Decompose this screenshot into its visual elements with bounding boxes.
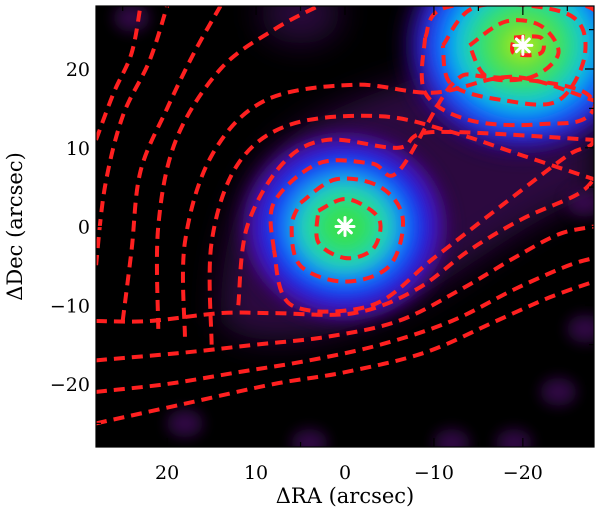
faint-emission-spot	[567, 314, 594, 343]
diffuse-emission-top	[260, 6, 341, 44]
marker-ray	[514, 37, 531, 54]
x-axis-title: ΔRA (arcsec)	[276, 484, 415, 508]
x-tick-label: −20	[503, 462, 543, 484]
contour-line	[236, 129, 594, 306]
y-axis-title: ΔDec (arcsec)	[3, 152, 27, 301]
source-marker	[334, 216, 356, 237]
faint-emission-spot	[495, 429, 532, 447]
contour-line	[180, 74, 594, 337]
contour-line	[510, 34, 546, 58]
contour-line	[96, 224, 594, 363]
faint-emission-spot	[433, 429, 470, 447]
x-tick-label: 20	[155, 462, 179, 484]
x-tick-label: −10	[414, 462, 454, 484]
y-tick-label: 10	[66, 138, 90, 160]
y-tick-label: 20	[66, 59, 90, 81]
contour-line	[207, 113, 594, 345]
contour-line	[96, 177, 594, 324]
contour-line	[268, 72, 594, 314]
contour-line	[467, 18, 561, 83]
source-marker	[512, 34, 534, 56]
contour-line	[96, 256, 594, 394]
tick-layer: 20 10 0 −10 −20 20 10 0 −10 −20	[50, 6, 594, 484]
y-tick-label: −20	[50, 374, 90, 396]
faint-emission-spot	[540, 377, 577, 406]
contour-line	[96, 6, 170, 267]
faint-emission-spot	[291, 429, 328, 447]
faint-emission-spot	[113, 6, 150, 32]
x-tick-label: 0	[339, 462, 351, 484]
marker-ray	[337, 218, 353, 235]
contour-line	[314, 196, 383, 261]
x-tick-label: 10	[244, 462, 268, 484]
contour-line	[96, 6, 143, 141]
contour-line	[120, 6, 223, 322]
faint-emission-spot	[166, 409, 203, 438]
y-tick-label: −10	[50, 295, 90, 317]
contour-line	[289, 176, 406, 284]
contour-line	[96, 279, 594, 426]
y-tick-label: 0	[78, 217, 90, 239]
contour-layer	[96, 6, 594, 426]
marker-layer	[334, 34, 534, 237]
contour-line	[154, 6, 320, 329]
